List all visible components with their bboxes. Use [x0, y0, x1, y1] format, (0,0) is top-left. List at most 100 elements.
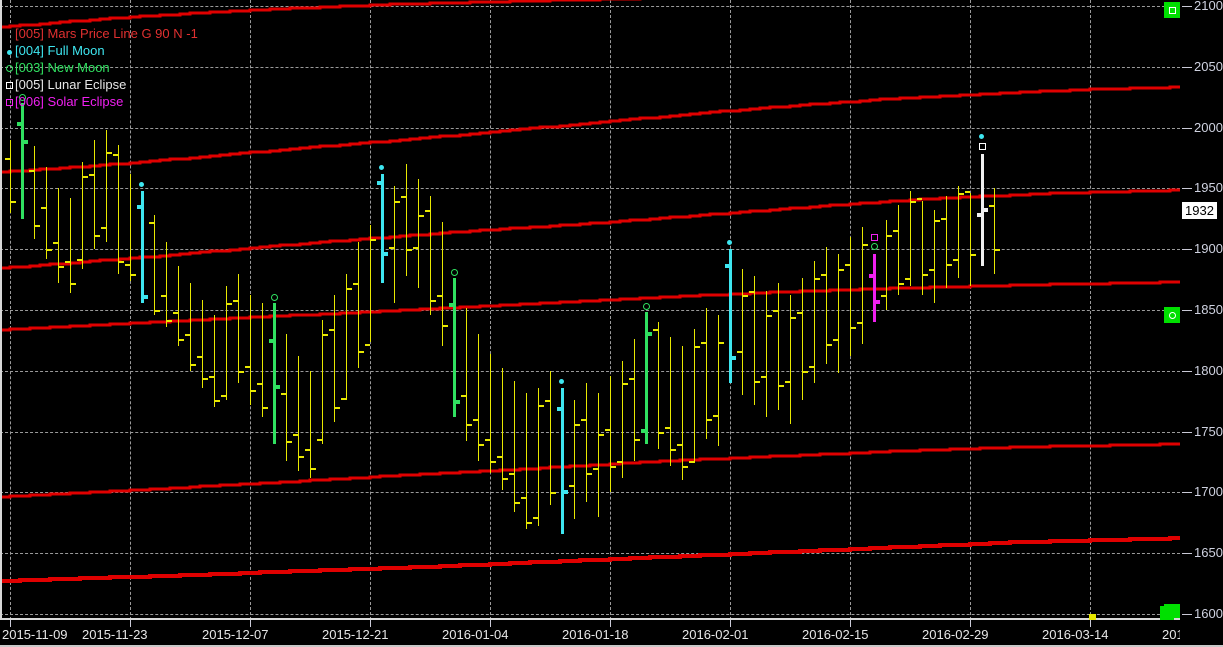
bar-high-low-stem — [958, 185, 959, 279]
bar-open-tick — [185, 334, 190, 337]
bar-open-tick — [149, 222, 154, 225]
bar-close-tick — [299, 455, 304, 458]
bar-close-tick — [287, 441, 292, 444]
bar-open-tick — [713, 414, 718, 417]
legend-item-label: [004] Full Moon — [15, 43, 105, 59]
bar-open-tick — [221, 395, 226, 398]
bar-open-tick — [797, 312, 802, 315]
price-axis[interactable]: 2100 2050 2000 1950 1900 1850 1800 1750 1700 1650… — [1180, 0, 1223, 620]
bar-open-tick — [569, 485, 574, 488]
bar-close-tick — [707, 419, 712, 422]
bar-close-tick — [563, 489, 568, 494]
bar-high-low-stem — [729, 249, 732, 383]
bar-high-low-stem — [910, 190, 911, 286]
bar-close-tick — [179, 339, 184, 342]
bar-high-low-stem — [466, 307, 467, 442]
bar-high-low-stem — [598, 392, 599, 517]
bar-open-tick — [269, 339, 274, 344]
bar-open-tick — [929, 268, 934, 271]
bar-close-tick — [791, 317, 796, 320]
lunar-eclipse-icon — [4, 76, 15, 93]
legend-item-label: [005] Lunar Eclipse — [15, 77, 127, 93]
bar-high-low-stem — [322, 319, 323, 444]
bar-close-tick — [527, 521, 532, 524]
bar-high-low-stem — [538, 387, 539, 527]
bar-close-tick — [887, 234, 892, 237]
bar-close-tick — [407, 249, 412, 252]
bar-high-low-stem — [118, 144, 119, 274]
gridline-horizontal — [0, 431, 1180, 433]
full-moon-marker-icon — [559, 378, 564, 384]
bar-high-low-stem — [742, 268, 743, 396]
mars-price-line-3 — [0, 280, 1180, 332]
bar-open-tick — [305, 448, 310, 451]
bar-open-tick — [761, 375, 766, 378]
axis-corner: TF — [1180, 620, 1223, 647]
bar-high-low-stem — [981, 154, 984, 267]
bar-close-tick — [479, 443, 484, 446]
legend-item-mars-price-line[interactable]: [005] Mars Price Line G 90 N -1 — [4, 24, 198, 41]
bar-close-tick — [359, 351, 364, 354]
bar-close-tick — [431, 300, 436, 303]
bar-high-low-stem — [226, 285, 227, 400]
bar-high-low-stem — [526, 392, 527, 529]
bar-close-tick — [23, 139, 28, 144]
bar-open-tick — [17, 121, 22, 126]
bar-high-low-stem — [178, 266, 179, 347]
legend-item-new-moon[interactable]: [003] New Moon — [4, 58, 198, 75]
new-moon-marker-icon — [19, 94, 26, 102]
date-axis[interactable]: 2015-11-09 2015-11-23 2015-12-07 2015-12-21… — [0, 606, 1221, 647]
bar-close-tick — [683, 465, 688, 468]
price-tick-label: 1750 — [1194, 423, 1223, 439]
bar-high-low-stem — [778, 283, 779, 410]
new-moon-icon — [4, 59, 15, 76]
bar-open-tick — [737, 351, 742, 354]
date-tick — [610, 620, 611, 627]
price-tick-label: 1950 — [1194, 180, 1223, 196]
mars-price-line-2 — [0, 188, 1180, 270]
price-tick — [1182, 492, 1192, 494]
date-tick-label: 2015-12-07 — [202, 627, 269, 642]
date-tick — [1090, 620, 1091, 627]
bar-close-tick — [671, 448, 676, 451]
bar-close-tick — [203, 378, 208, 381]
x-axis-marker-selection[interactable] — [1160, 606, 1174, 620]
plot-left-border — [0, 0, 2, 620]
last-price-label[interactable]: 1932 — [1181, 201, 1218, 221]
price-tick — [1182, 188, 1192, 190]
mars-price-line-4 — [0, 442, 1180, 499]
y-axis-highlight-new-moon[interactable] — [1164, 307, 1180, 323]
bar-open-tick — [593, 468, 598, 471]
new-moon-marker-icon — [643, 303, 650, 311]
bar-open-tick — [941, 217, 946, 220]
bar-high-low-stem — [850, 237, 851, 357]
legend-item-full-moon[interactable]: [004] Full Moon — [4, 41, 198, 58]
legend-item-lunar-eclipse[interactable]: [005] Lunar Eclipse — [4, 75, 198, 92]
bar-high-low-stem — [838, 254, 839, 374]
lunar-eclipse-marker-icon — [979, 143, 986, 151]
y-axis-highlight-lunar-eclipse[interactable] — [1164, 2, 1180, 18]
bar-close-tick — [599, 434, 604, 437]
bar-open-tick — [989, 205, 994, 208]
bar-open-tick — [581, 419, 586, 422]
legend-item-label: [006] Solar Eclipse — [15, 94, 124, 110]
gridline-horizontal — [0, 310, 1180, 311]
bar-close-tick — [59, 266, 64, 269]
mars-price-line-0 — [0, 0, 642, 29]
gridline-horizontal — [0, 249, 1180, 251]
bar-open-tick — [809, 365, 814, 368]
bar-open-tick — [917, 198, 922, 201]
bar-open-tick — [365, 344, 370, 347]
bar-high-low-stem — [994, 188, 995, 274]
bar-close-tick — [227, 302, 232, 305]
bar-open-tick — [89, 173, 94, 176]
bar-high-low-stem — [94, 139, 95, 250]
bar-open-tick — [833, 339, 838, 342]
legend-item-solar-eclipse[interactable]: [006] Solar Eclipse — [4, 92, 198, 109]
bar-close-tick — [959, 193, 964, 196]
chart-plot-area[interactable] — [0, 0, 1180, 620]
bar-open-tick — [773, 310, 778, 312]
bar-high-low-stem — [790, 295, 791, 425]
bar-close-tick — [143, 295, 148, 300]
price-tick — [1182, 431, 1192, 433]
